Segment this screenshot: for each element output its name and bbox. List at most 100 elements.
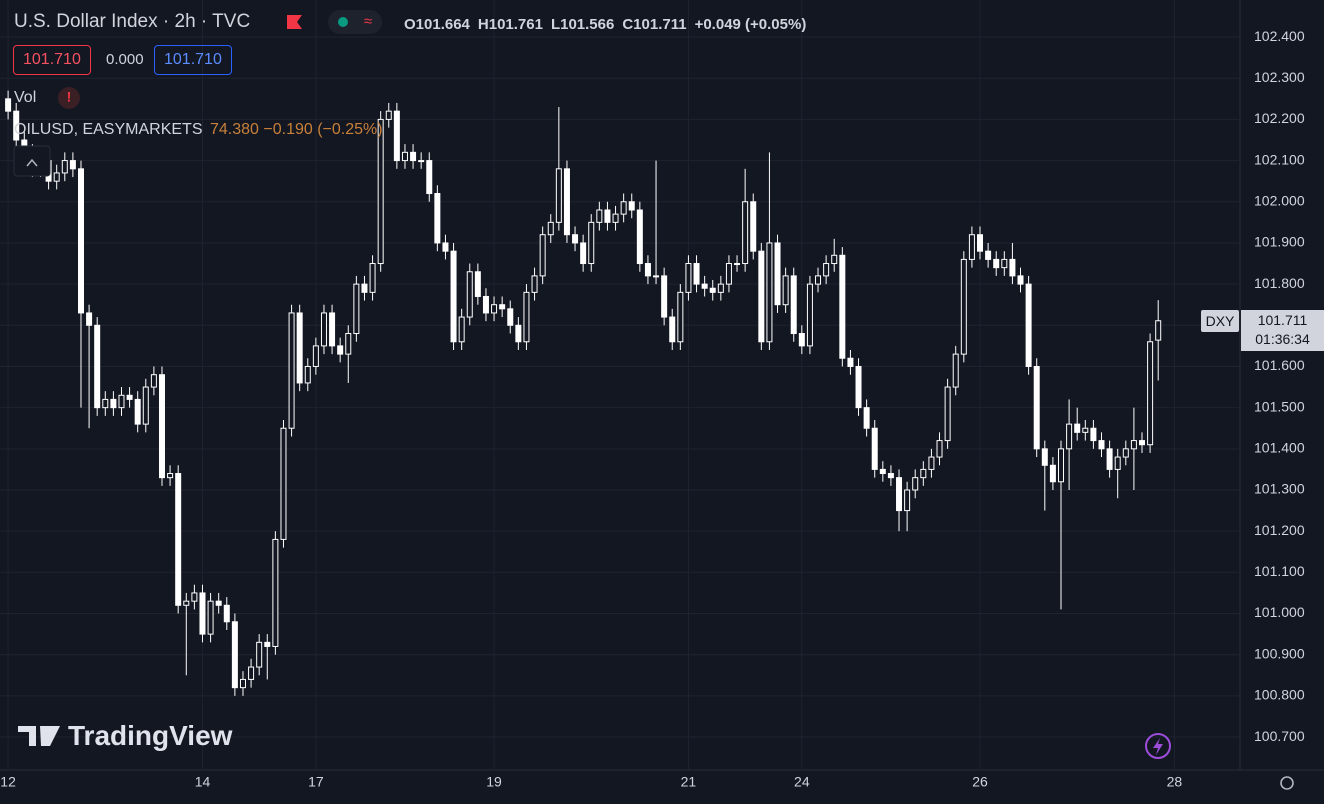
candle-body (1001, 258, 1008, 269)
candle-body (1017, 275, 1024, 285)
candle-body (977, 234, 984, 252)
buy-box[interactable]: 101.710 (154, 45, 232, 75)
x-tick-label: 14 (195, 774, 211, 790)
candle-body (264, 641, 271, 647)
candle-body (142, 386, 149, 425)
candle-body (426, 160, 433, 195)
logo-mark (18, 726, 60, 746)
candle-body (952, 353, 959, 388)
candle-body (677, 291, 684, 343)
candle-body (636, 209, 643, 265)
candle-body (620, 201, 627, 215)
candle-body (158, 374, 165, 479)
candle-body (531, 275, 538, 293)
candle-body (183, 600, 190, 606)
spread: 0.000 (106, 51, 144, 68)
candle-body (482, 295, 489, 314)
sell-box[interactable]: 101.710 (13, 45, 91, 75)
y-tick-label: 102.400 (1254, 28, 1305, 44)
candle-body (871, 427, 878, 470)
candle-body (167, 473, 174, 479)
candle-body (1122, 448, 1129, 458)
flag-icon[interactable] (287, 15, 302, 29)
candle-body (215, 600, 222, 606)
overlay-values: 74.380 −0.190 (−0.25%) (210, 121, 383, 138)
candle-body (1041, 448, 1048, 466)
y-tick-label: 101.500 (1254, 398, 1305, 414)
candle-body (69, 160, 76, 170)
watermark: TradingView (68, 720, 233, 751)
status-pill[interactable] (328, 10, 382, 34)
candle-body (709, 287, 716, 293)
candle-body (839, 254, 846, 359)
symbol-title: U.S. Dollar Index · 2h · TVC (14, 11, 251, 32)
candle-body (1033, 365, 1040, 450)
candle-body (766, 242, 773, 343)
candle-body (199, 592, 206, 635)
candle-body (896, 477, 903, 512)
ohlc-low: L101.566 (550, 16, 615, 33)
alert-icon[interactable] (58, 87, 80, 109)
lightning-icon[interactable] (1145, 733, 1171, 759)
last-price-box: 101.711 01:36:34 (1241, 309, 1324, 351)
y-tick-label: 101.600 (1254, 357, 1305, 373)
collapse-glyph (26, 158, 38, 167)
y-tick-label: 100.800 (1254, 687, 1305, 703)
candle-body (734, 263, 741, 266)
y-tick-label: 100.700 (1254, 728, 1305, 744)
countdown: 01:36:34 (1255, 330, 1310, 347)
candle-body (1074, 423, 1081, 433)
candle-body (685, 263, 692, 293)
x-tick-label: 12 (0, 774, 16, 790)
candle-body (823, 263, 830, 277)
candle-body (77, 168, 84, 314)
candle-body (515, 324, 522, 343)
candle-body (288, 312, 295, 429)
candle-body (1130, 440, 1137, 450)
candle-body (863, 407, 870, 429)
candle-body (547, 221, 554, 236)
candle-body (61, 160, 68, 174)
candle-body (604, 209, 611, 223)
candle-body (1082, 427, 1089, 433)
candle-body (175, 473, 182, 606)
candle-body (628, 201, 635, 211)
candle-body (790, 275, 797, 335)
candle-body (499, 304, 506, 310)
alert-glyph: ! (67, 89, 72, 105)
candle-body (466, 271, 473, 318)
candle-body (507, 308, 514, 326)
candle-body (920, 468, 927, 479)
lightning-glyph (1153, 738, 1163, 755)
candle-body (1138, 440, 1145, 446)
candle-body (361, 283, 368, 293)
candle-body (782, 275, 789, 306)
candle-body (296, 312, 303, 384)
overlay-symbol: OILUSD, EASYMARKETS (14, 121, 203, 138)
candle-body (563, 168, 570, 236)
settings-icon[interactable] (1280, 776, 1294, 790)
candle-body (968, 234, 975, 260)
candle-body (304, 365, 311, 384)
y-tick-label: 101.800 (1254, 275, 1305, 291)
candle-body (231, 621, 238, 689)
candle-body (993, 258, 1000, 269)
candle-body (701, 283, 708, 289)
candle-body (442, 242, 449, 252)
candle-body (5, 98, 12, 112)
y-tick-label: 102.300 (1254, 69, 1305, 85)
candle-body (887, 473, 894, 479)
candle-body (572, 234, 579, 244)
y-tick-label: 101.100 (1254, 563, 1305, 579)
candle-body (750, 201, 757, 252)
ohlc-change: +0.049 (+0.05%) (694, 16, 807, 33)
candle-body (847, 357, 854, 367)
ohlc-high: H101.761 (477, 16, 543, 33)
candle-body (539, 234, 546, 277)
candle-body (353, 283, 360, 335)
x-tick-label: 28 (1167, 774, 1183, 790)
candle-body (248, 666, 255, 680)
candle-body (369, 263, 376, 293)
